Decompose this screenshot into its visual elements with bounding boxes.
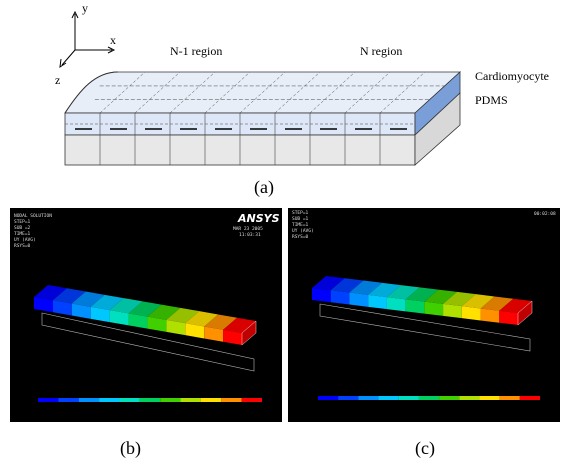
colorbar-cell (79, 398, 99, 402)
colorbar-cell (399, 396, 419, 400)
beam-front (349, 293, 368, 307)
info-line: RSYS=0 (292, 234, 309, 240)
axes-icon (60, 12, 114, 67)
colorbar-cell (221, 398, 241, 402)
logo: ANSYS (237, 212, 280, 225)
beam-front (443, 304, 462, 318)
layer-label: Cardiomyocyte (475, 69, 549, 83)
beam-front (331, 290, 350, 304)
date: MAR 23 2005 (233, 226, 263, 232)
axis-label: z (55, 73, 60, 87)
info-line: STEP=1 (292, 210, 309, 216)
colorbar-cell (318, 396, 338, 400)
colorbar-cell (338, 396, 358, 400)
beam-front (368, 295, 387, 309)
beam-front (424, 302, 443, 316)
colorbar-cell (459, 396, 479, 400)
beam-front (387, 297, 406, 311)
info-line: UY (AVG) (14, 237, 36, 243)
colorbar-cell (58, 398, 78, 402)
beam-front (499, 311, 518, 325)
colorbar-cell (358, 396, 378, 400)
colorbar-cell (140, 398, 160, 402)
panel-label: (b) (120, 438, 141, 459)
beam-front (406, 299, 425, 313)
colorbar-cell (181, 398, 201, 402)
colorbar-cell (500, 396, 520, 400)
colorbar-cell (520, 396, 540, 400)
region-label: N-1 region (170, 44, 222, 58)
axis-label: y (82, 1, 88, 15)
info-line: TIME=1 (292, 222, 309, 228)
region-label: N region (360, 44, 402, 58)
colorbar-cell (201, 398, 221, 402)
panel-label: (a) (254, 177, 274, 198)
info-line: NODAL SOLUTION (14, 213, 52, 219)
beam-front (312, 288, 331, 302)
colorbar-cell (99, 398, 119, 402)
colorbar-cell (119, 398, 139, 402)
info-line: SUB =2 (14, 225, 31, 231)
colorbar-cell (419, 396, 439, 400)
time: 00:02:08 (534, 211, 556, 217)
colorbar-cell (160, 398, 180, 402)
layer-label: PDMS (475, 93, 508, 107)
axis-label: x (110, 33, 116, 47)
beam-front (462, 306, 481, 320)
colorbar-cell (242, 398, 262, 402)
colorbar-cell (38, 398, 58, 402)
panel-label: (c) (415, 438, 435, 459)
colorbar-cell (379, 396, 399, 400)
figure: y x z N-1 region N region Cardiomyocyte … (0, 0, 565, 464)
slab-diagram (65, 72, 460, 165)
colorbar-cell (439, 396, 459, 400)
time: 11:03:31 (239, 232, 261, 238)
info-line: SUB =1 (292, 216, 309, 222)
colorbar-cell (479, 396, 499, 400)
info-line: RSYS=0 (14, 243, 31, 249)
beam-front (481, 308, 500, 322)
info-line: TIME=1 (14, 231, 31, 237)
info-line: UY (AVG) (292, 228, 314, 234)
info-line: STEP=1 (14, 219, 31, 225)
